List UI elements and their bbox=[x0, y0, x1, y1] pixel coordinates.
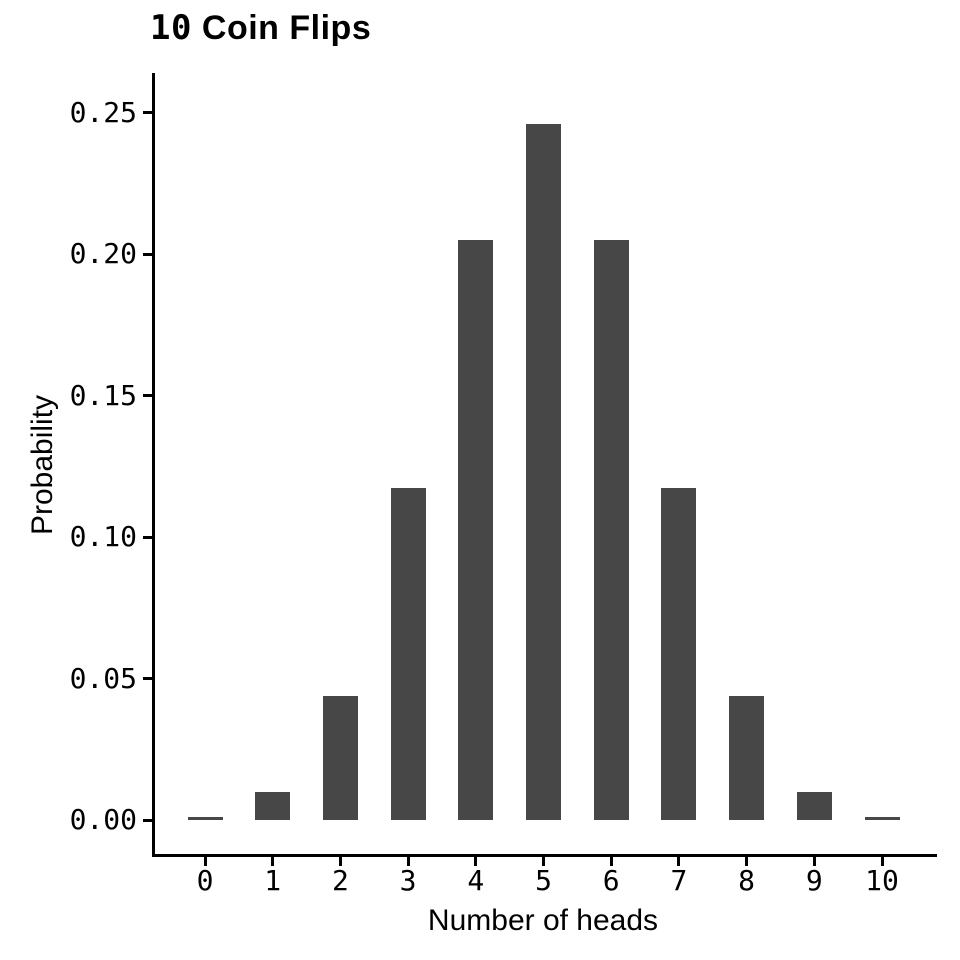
x-tick-mark bbox=[745, 857, 749, 866]
x-axis-title: Number of heads bbox=[427, 904, 659, 937]
x-tick-mark bbox=[677, 857, 681, 866]
bar-heads-5 bbox=[526, 124, 561, 820]
y-tick-mark bbox=[143, 111, 152, 114]
y-tick-label: 0.25 bbox=[69, 95, 137, 129]
y-tick-mark bbox=[143, 818, 152, 822]
bar-heads-10 bbox=[864, 817, 900, 820]
bar-heads-3 bbox=[390, 488, 426, 820]
chart-title-words: Coin Flips bbox=[201, 9, 372, 47]
x-tick-mark bbox=[271, 857, 275, 866]
bar-heads-7 bbox=[661, 488, 697, 820]
bar-heads-2 bbox=[322, 696, 358, 820]
x-tick-mark bbox=[406, 857, 410, 866]
x-tick-label: 3 bbox=[399, 864, 417, 897]
x-tick-mark bbox=[609, 857, 613, 866]
x-tick-mark bbox=[542, 857, 545, 866]
y-tick-label: 0.10 bbox=[69, 520, 137, 553]
bar-heads-8 bbox=[729, 696, 765, 820]
bar-heads-4 bbox=[458, 240, 494, 820]
bar-heads-0 bbox=[187, 817, 223, 820]
x-axis-line bbox=[152, 854, 937, 857]
x-tick-label: 1 bbox=[264, 864, 282, 897]
x-tick-mark bbox=[338, 857, 342, 866]
bar-heads-6 bbox=[593, 240, 629, 820]
chart-title: 10 Coin Flips bbox=[150, 8, 371, 48]
x-tick-label: 5 bbox=[535, 864, 552, 897]
x-tick-label: 0 bbox=[196, 864, 214, 897]
bar-heads-9 bbox=[796, 792, 832, 820]
x-tick-label: 9 bbox=[805, 864, 823, 897]
bar-heads-1 bbox=[255, 792, 291, 820]
x-tick-mark bbox=[203, 857, 207, 866]
x-tick-mark bbox=[474, 857, 478, 866]
y-axis-title: Probability bbox=[26, 394, 59, 536]
y-tick-mark bbox=[143, 252, 152, 256]
x-tick-label: 10 bbox=[865, 864, 899, 897]
x-tick-label: 6 bbox=[602, 864, 620, 897]
x-tick-label: 8 bbox=[738, 864, 756, 897]
x-tick-mark bbox=[812, 857, 816, 866]
y-axis-line bbox=[152, 73, 155, 857]
y-tick-mark bbox=[143, 535, 152, 539]
y-tick-label: 0.05 bbox=[69, 661, 137, 695]
x-tick-label: 2 bbox=[331, 864, 349, 897]
chart-title-number: 10 bbox=[150, 8, 192, 48]
x-tick-label: 7 bbox=[670, 864, 688, 897]
x-tick-mark bbox=[880, 857, 884, 866]
y-tick-mark bbox=[143, 394, 152, 397]
y-tick-mark bbox=[143, 677, 152, 680]
y-tick-label: 0.15 bbox=[69, 378, 137, 412]
y-tick-label: 0.20 bbox=[69, 237, 137, 270]
x-tick-label: 4 bbox=[467, 864, 485, 897]
y-tick-label: 0.00 bbox=[69, 803, 137, 836]
